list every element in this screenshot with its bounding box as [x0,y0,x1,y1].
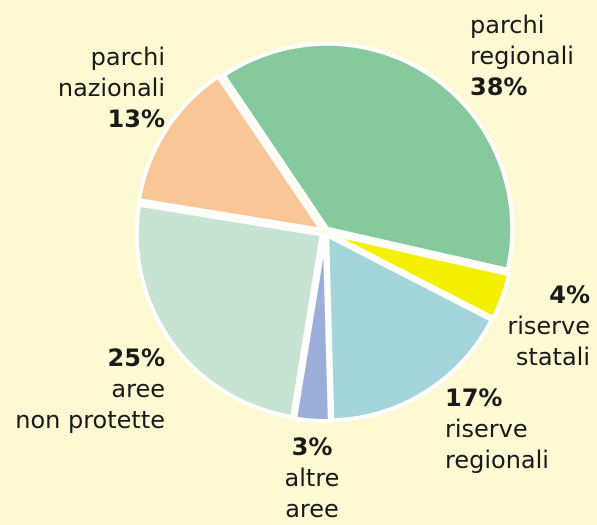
slice-label: 4% riserve statali [507,280,590,373]
value-label: 4% [549,281,590,309]
pie-slice [134,202,324,419]
category-label: altre aree [284,464,340,523]
pie-slice [293,233,332,423]
category-label: parchi regionali [470,11,574,70]
value-label: 13% [107,105,165,133]
slice-label: parchi regionali 38% [470,10,574,103]
category-label: parchi nazionali [57,43,165,102]
value-label: 25% [107,344,165,372]
pie-slice [325,233,494,423]
category-label: riserve statali [507,312,590,371]
value-label: 3% [291,433,333,461]
category-label: riserve regionali [445,415,549,474]
slice-label: 17% riserve regionali [445,383,549,476]
pie-slice [137,74,324,232]
category-label: aree non protette [15,375,165,434]
value-label: 17% [445,384,503,412]
pie-slice [326,231,512,320]
slice-label: 25% aree non protette [15,343,165,436]
value-label: 38% [470,73,528,101]
slice-label: parchi nazionali 13% [58,42,165,135]
slice-label: 3% altre aree [262,432,362,525]
pie-slice [221,41,515,272]
